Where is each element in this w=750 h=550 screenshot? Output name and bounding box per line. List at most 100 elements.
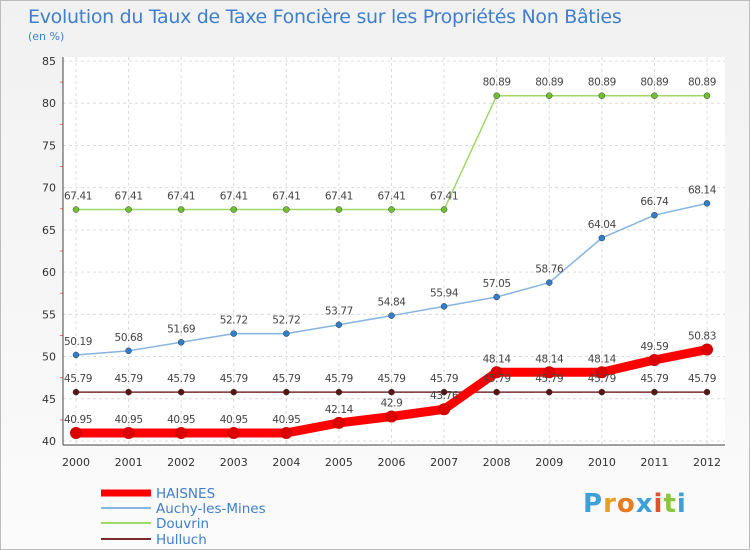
data-label: 67.41 <box>64 191 92 203</box>
x-tick-label: 2010 <box>588 456 616 469</box>
data-point <box>70 426 82 439</box>
data-label: 45.79 <box>535 373 563 385</box>
data-label: 42.9 <box>381 398 403 410</box>
data-point <box>177 206 185 213</box>
data-label: 57.05 <box>483 278 511 290</box>
data-point <box>651 211 658 219</box>
data-point <box>438 403 451 416</box>
x-tick-label: 2011 <box>640 456 668 469</box>
data-label: 67.41 <box>167 191 195 203</box>
data-label: 43.76 <box>430 390 459 402</box>
data-point <box>703 200 711 207</box>
data-label: 67.41 <box>377 191 405 203</box>
data-point <box>335 321 343 328</box>
data-point <box>227 426 240 439</box>
data-label: 45.79 <box>377 373 405 385</box>
y-tick-label: 80 <box>42 97 56 110</box>
data-label: 48.14 <box>483 353 512 365</box>
data-point <box>546 388 553 396</box>
data-label: 45.79 <box>688 373 716 385</box>
x-tick-label: 2012 <box>693 456 721 469</box>
logo-letter: i <box>653 489 664 519</box>
x-tick-label: 2000 <box>62 456 90 469</box>
data-point <box>493 388 500 396</box>
data-point <box>72 206 80 213</box>
y-tick-label: 65 <box>42 224 56 237</box>
data-label: 50.83 <box>688 331 716 343</box>
data-point <box>122 426 135 439</box>
data-point <box>230 330 237 337</box>
y-tick-label: 40 <box>42 435 56 448</box>
data-point <box>335 206 343 213</box>
y-tick-label: 75 <box>42 139 56 152</box>
data-label: 80.89 <box>688 77 716 89</box>
data-point <box>595 366 608 379</box>
x-tick-label: 2008 <box>483 456 511 469</box>
data-label: 52.72 <box>272 315 300 327</box>
data-label: 80.89 <box>588 77 616 89</box>
data-label: 67.41 <box>325 191 353 203</box>
legend-label: Douvrin <box>156 516 209 532</box>
data-label: 40.95 <box>167 414 195 426</box>
legend-label: Auchy-les-Mines <box>156 501 266 517</box>
x-tick-label: 2005 <box>325 456 353 469</box>
data-point <box>177 339 185 346</box>
data-point <box>72 388 80 396</box>
data-label: 66.74 <box>640 196 669 208</box>
data-point <box>651 92 658 99</box>
data-label: 50.68 <box>115 332 143 344</box>
data-point <box>703 388 711 396</box>
data-point <box>651 388 658 396</box>
data-point <box>230 206 237 213</box>
data-point <box>125 206 132 213</box>
x-tick-label: 2006 <box>378 456 406 469</box>
data-point <box>177 388 185 396</box>
data-label: 48.14 <box>588 353 617 365</box>
data-label: 80.89 <box>640 77 668 89</box>
data-label: 80.89 <box>535 77 563 89</box>
data-point <box>230 388 237 396</box>
data-point <box>283 388 290 396</box>
data-point <box>283 206 290 213</box>
data-label: 58.76 <box>535 264 564 276</box>
data-label: 40.95 <box>115 414 143 426</box>
legend-label: HAISNES <box>156 486 215 502</box>
data-label: 40.95 <box>64 414 92 426</box>
x-tick-label: 2004 <box>272 456 300 469</box>
data-label: 45.79 <box>64 373 92 385</box>
data-label: 45.79 <box>588 373 616 385</box>
logo-letter: x <box>635 489 654 519</box>
data-label: 51.69 <box>167 323 195 335</box>
proxiti-logo: Proxiti <box>583 489 687 519</box>
data-point <box>388 206 395 213</box>
data-label: 42.14 <box>325 404 354 416</box>
data-point <box>703 92 711 99</box>
y-tick-label: 85 <box>42 55 56 68</box>
data-point <box>72 351 80 359</box>
logo-letter: i <box>676 489 687 519</box>
data-label: 45.79 <box>220 373 248 385</box>
data-point <box>332 416 345 429</box>
legend-label: Hulluch <box>156 532 207 548</box>
data-label: 45.79 <box>483 373 511 385</box>
data-label: 45.79 <box>430 373 458 385</box>
y-tick-label: 55 <box>42 308 56 321</box>
data-point <box>440 206 448 213</box>
data-point <box>388 312 395 319</box>
y-tick-label: 45 <box>42 393 56 406</box>
data-point <box>280 426 293 439</box>
data-point <box>335 388 343 396</box>
data-label: 40.95 <box>220 414 248 426</box>
data-point <box>546 92 553 99</box>
chart-title: Evolution du Taux de Taxe Foncière sur l… <box>28 6 622 28</box>
y-tick-label: 50 <box>42 351 56 364</box>
y-tick-label: 60 <box>42 266 56 279</box>
logo-letter: P <box>583 489 604 519</box>
data-label: 54.84 <box>377 297 406 309</box>
data-label: 52.72 <box>220 315 248 327</box>
data-label: 45.79 <box>115 373 143 385</box>
data-label: 67.41 <box>220 191 248 203</box>
data-label: 48.14 <box>535 353 564 365</box>
